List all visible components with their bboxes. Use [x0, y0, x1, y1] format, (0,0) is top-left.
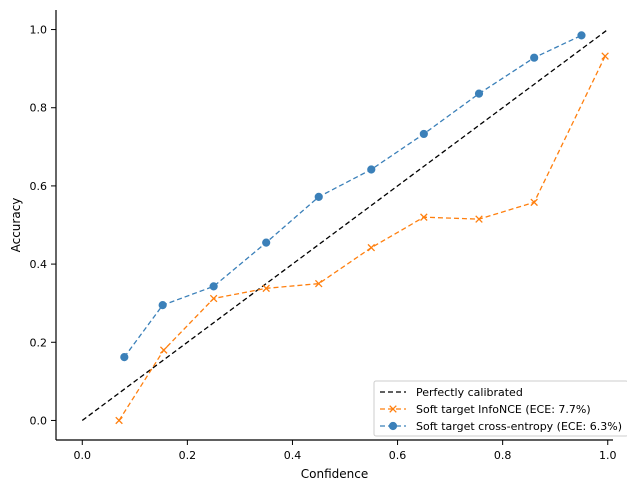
y-tick-label: 0.0 — [30, 414, 48, 427]
series-1 — [115, 52, 609, 425]
data-point — [120, 353, 129, 362]
data-point — [262, 238, 271, 247]
data-point — [262, 284, 270, 293]
x-tick-label: 1.0 — [599, 449, 617, 462]
data-point — [577, 31, 586, 40]
y-axis-ticks: 0.0 0.2 0.4 0.6 0.8 1.0 — [30, 24, 56, 427]
legend-entry: Soft target cross-entropy (ECE: 6.3%) — [380, 420, 622, 433]
x-tick-label: 0.0 — [74, 449, 92, 462]
series-line — [123, 34, 582, 358]
x-tick-label: 0.2 — [179, 449, 197, 462]
series-2 — [120, 31, 586, 362]
y-tick-label: 0.2 — [30, 336, 48, 349]
data-point — [419, 129, 428, 139]
legend-box — [373, 380, 627, 437]
series-line — [81, 29, 609, 421]
legend-entry: Perfectly calibrated — [380, 386, 523, 399]
y-axis-label: Accuracy — [9, 198, 23, 253]
x-tick-label: 0.6 — [389, 449, 407, 462]
y-tick-label: 0.8 — [30, 102, 48, 115]
data-point — [159, 346, 168, 354]
legend-marker — [389, 405, 397, 413]
series-line — [118, 55, 606, 421]
data-point — [209, 282, 218, 291]
data-point — [420, 213, 428, 221]
data-point — [115, 416, 123, 425]
data-point — [530, 198, 538, 207]
data-point — [367, 243, 376, 252]
data-point — [530, 53, 539, 62]
data-point — [475, 215, 483, 223]
series-layer — [81, 29, 609, 425]
data-point — [314, 192, 323, 201]
data-point — [367, 165, 376, 174]
y-tick-label: 0.4 — [30, 258, 48, 271]
legend-entry: Soft target InfoNCE (ECE: 7.7%) — [380, 403, 591, 416]
legend-label: Soft target InfoNCE (ECE: 7.7%) — [416, 403, 591, 416]
series-0 — [81, 29, 609, 421]
legend-marker — [388, 421, 398, 431]
x-tick-label: 0.4 — [284, 449, 302, 462]
legend-label: Soft target cross-entropy (ECE: 6.3%) — [416, 420, 622, 433]
data-point — [474, 89, 484, 98]
data-point — [158, 301, 167, 310]
legend: Perfectly calibrated Soft target InfoNCE … — [373, 380, 627, 437]
data-point — [314, 279, 323, 288]
y-tick-label: 0.6 — [30, 180, 48, 193]
data-point — [601, 52, 609, 60]
x-axis-ticks: 0.0 0.2 0.4 0.6 0.8 1.0 — [74, 440, 617, 462]
legend-label: Perfectly calibrated — [416, 386, 523, 399]
x-axis-label: Confidence — [301, 467, 368, 481]
axes — [55, 10, 613, 441]
data-point — [209, 294, 218, 303]
x-tick-label: 0.8 — [494, 449, 512, 462]
y-tick-label: 1.0 — [30, 24, 48, 37]
